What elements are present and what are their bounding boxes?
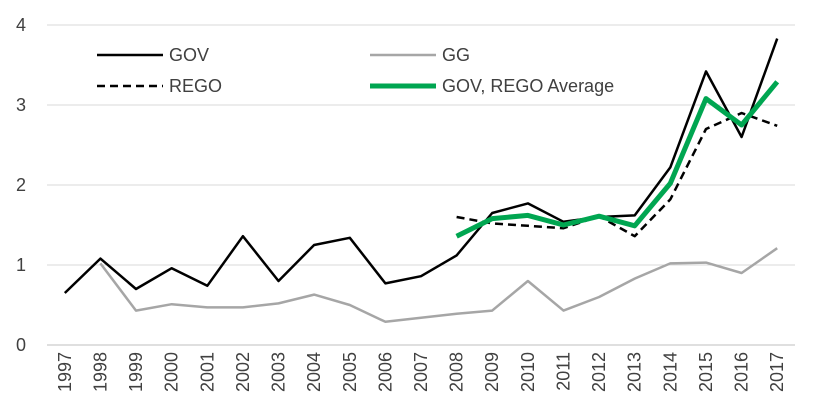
x-tick-label-1997: 1997	[55, 352, 75, 392]
series-lines	[63, 38, 780, 324]
legend: GOV GG REGO GOV, REGO Average	[97, 45, 614, 96]
y-axis-ticks: 0 1 2 3 4	[16, 15, 26, 355]
x-tick-label-2015: 2015	[696, 352, 716, 392]
x-tick-label-2014: 2014	[660, 352, 680, 392]
x-tick-label-2000: 2000	[162, 352, 182, 392]
series-line-gov-rego-average	[455, 80, 780, 239]
x-tick-label-2013: 2013	[625, 352, 645, 392]
legend-label-average: GOV, REGO Average	[442, 76, 614, 96]
x-tick-label-2007: 2007	[411, 352, 431, 392]
x-tick-label-1999: 1999	[126, 352, 146, 392]
x-tick-label-2008: 2008	[447, 352, 467, 392]
legend-label-gg: GG	[442, 45, 470, 65]
gridlines	[47, 24, 795, 346]
series-line-gg	[99, 247, 778, 324]
x-tick-label-2006: 2006	[375, 352, 395, 392]
legend-label-rego: REGO	[169, 76, 222, 96]
x-axis-ticks: 1997 1998 1999 2000 2001 2002 2003 2004 2005 2006…	[55, 352, 787, 392]
x-tick-label-2010: 2010	[518, 352, 538, 392]
x-tick-label-2005: 2005	[340, 352, 360, 392]
x-tick-label-2003: 2003	[269, 352, 289, 392]
y-tick-label-3: 3	[16, 95, 26, 115]
series-line-gov	[63, 38, 779, 294]
x-tick-label-2017: 2017	[767, 352, 787, 392]
x-tick-label-2002: 2002	[233, 352, 253, 392]
x-tick-label-2011: 2011	[553, 352, 573, 391]
y-tick-label-1: 1	[16, 255, 26, 275]
series-line-rego	[456, 111, 778, 238]
y-tick-label-4: 4	[16, 15, 26, 35]
y-tick-label-0: 0	[16, 335, 26, 355]
x-tick-label-2016: 2016	[732, 352, 752, 392]
x-tick-label-2001: 2001	[197, 352, 217, 392]
x-tick-label-2004: 2004	[304, 352, 324, 392]
x-tick-label-1998: 1998	[90, 352, 110, 392]
legend-label-gov: GOV	[169, 45, 209, 65]
x-tick-label-2009: 2009	[482, 352, 502, 392]
x-tick-label-2012: 2012	[589, 352, 609, 392]
y-tick-label-2: 2	[16, 175, 26, 195]
